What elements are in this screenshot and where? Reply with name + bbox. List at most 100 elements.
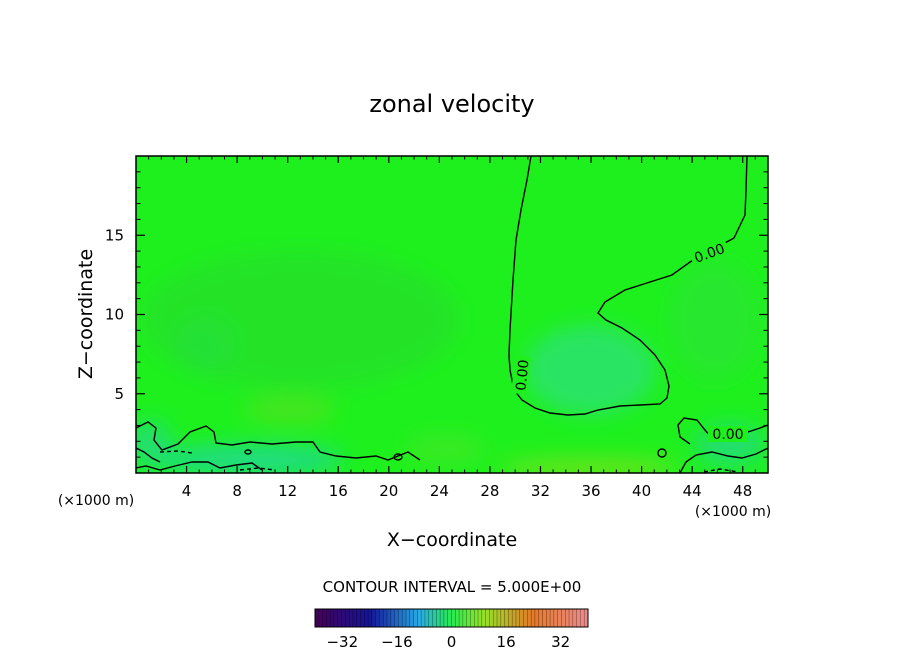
colorbar-cell — [508, 609, 513, 627]
colorbar-cell — [504, 609, 509, 627]
colorbar-cell — [481, 609, 487, 627]
colorbar-cell — [409, 609, 414, 627]
colorbar-cell — [512, 609, 517, 627]
field-patch — [136, 420, 172, 470]
zero-contour-surface-left-3 — [136, 447, 161, 463]
x-tick-label: 12 — [278, 482, 297, 500]
contour-interval-label: CONTOUR INTERVAL = 5.000E+00 — [323, 578, 582, 596]
colorbar-cell — [489, 609, 494, 627]
colorbar-tick-label: −16 — [381, 633, 413, 651]
contour-lines — [136, 156, 768, 473]
colorbar-cell — [534, 609, 540, 627]
field-patch — [500, 458, 680, 473]
field-patch — [405, 435, 485, 465]
colorbar-labels: −32 −16 0 16 32 — [326, 633, 570, 651]
colorbar-cell — [531, 609, 536, 627]
colorbar-cell — [443, 609, 449, 627]
contour-label-bg — [688, 237, 730, 267]
colorbar-cell — [436, 609, 441, 627]
zero-contour-closed — [393, 453, 403, 461]
colorbar-cell — [561, 609, 566, 627]
colorbar-cell — [402, 609, 407, 627]
field-shading — [136, 250, 765, 473]
colorbar-cell — [478, 609, 483, 627]
colorbar-cell — [584, 609, 589, 627]
dashed-contour — [703, 468, 739, 473]
field-patch — [140, 250, 460, 390]
plot-area: 0.00 0.00 0.00 — [136, 156, 768, 473]
x-axis-label: X−coordinate — [387, 529, 517, 551]
colorbar-cell — [371, 609, 377, 627]
colorbar-cell — [406, 609, 411, 627]
colorbar-cell — [368, 609, 373, 627]
x-tick-label: 4 — [182, 482, 192, 500]
colorbar-cell — [375, 609, 380, 627]
colorbar-cell — [459, 609, 464, 627]
colorbar-cell — [519, 609, 524, 627]
colorbar-cell — [576, 609, 581, 627]
colorbar-cell — [462, 609, 468, 627]
colorbar-cell — [398, 609, 403, 627]
field-patch — [175, 317, 235, 373]
colorbar-cell — [493, 609, 498, 627]
colorbar-cell — [432, 609, 437, 627]
colorbar-cell — [337, 609, 342, 627]
colorbar-cell — [424, 609, 430, 627]
colorbar-cell — [413, 609, 418, 627]
x-tick-label: 8 — [232, 482, 242, 500]
colorbar-cell — [360, 609, 365, 627]
x-tick-label: 20 — [379, 482, 398, 500]
colorbar-cell — [447, 609, 452, 627]
colorbar-cell — [326, 609, 331, 627]
colorbar-tick-label: 0 — [447, 633, 457, 651]
colorbar-cell — [379, 609, 384, 627]
contour-label-bg — [511, 355, 531, 395]
colorbar-cell — [580, 609, 585, 627]
colorbar-cell — [546, 609, 551, 627]
x-tick-label: 28 — [480, 482, 499, 500]
colorbar — [314, 609, 589, 627]
colorbar-cell — [569, 609, 574, 627]
colorbar-cell — [523, 609, 528, 627]
x-tick-label: 40 — [632, 482, 651, 500]
colorbar-cell — [318, 609, 323, 627]
colorbar-cell — [345, 609, 350, 627]
colorbar-cell — [500, 609, 505, 627]
colorbar-tick-label: −32 — [326, 633, 358, 651]
colorbar-cell — [394, 609, 399, 627]
colorbar-frame — [314, 608, 589, 628]
contour-label: 0.00 — [712, 427, 743, 443]
x-tick-label: 36 — [581, 482, 600, 500]
colorbar-tick-label: 16 — [497, 633, 516, 651]
contour-labels: 0.00 0.00 0.00 — [511, 237, 748, 443]
colorbar-cell — [451, 609, 456, 627]
zero-contour-surface-right-2 — [677, 417, 713, 445]
x-tick-label: 16 — [329, 482, 348, 500]
colorbar-cell — [440, 609, 445, 627]
x-tick-label: 48 — [733, 482, 752, 500]
colorbar-cell — [387, 609, 392, 627]
colorbar-cell — [455, 609, 460, 627]
colorbar-cell — [428, 609, 433, 627]
colorbar-cell — [474, 609, 479, 627]
colorbar-cell — [557, 609, 562, 627]
zero-contour-surface-left — [136, 421, 421, 461]
colorbar-cell — [356, 609, 361, 627]
colorbar-cell — [466, 609, 471, 627]
zero-contour-surface-right — [679, 447, 768, 473]
colorbar-cell — [553, 609, 559, 627]
colorbar-cell — [315, 609, 320, 627]
y-tick-label: 5 — [114, 385, 124, 403]
y-axis-label: Z−coordinate — [75, 249, 97, 379]
zero-contour-right-edge — [747, 424, 768, 433]
x-tick-label: 32 — [531, 482, 550, 500]
dashed-contour — [239, 467, 276, 471]
colorbar-cell — [572, 609, 578, 627]
colorbar-cell — [352, 609, 358, 627]
x-tick-label: 24 — [430, 482, 449, 500]
colorbar-cell — [515, 609, 521, 627]
contour-label: 0.00 — [513, 359, 532, 392]
chart-title: zonal velocity — [369, 90, 534, 118]
